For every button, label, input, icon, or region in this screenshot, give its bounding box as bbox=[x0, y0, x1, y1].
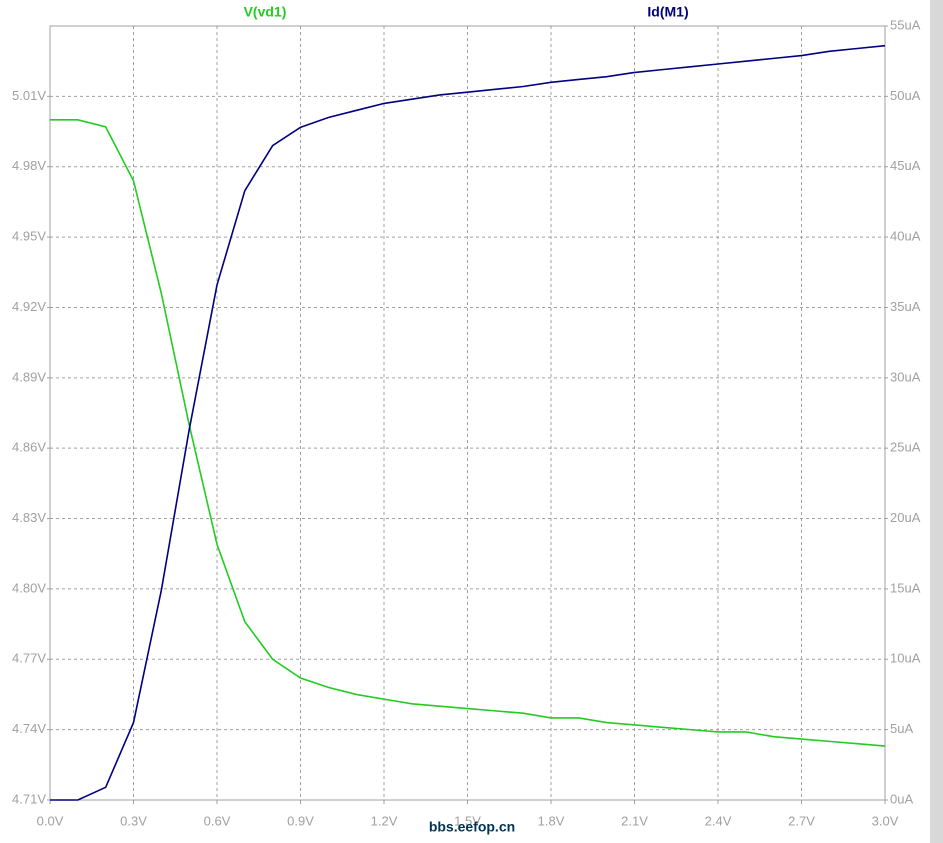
x-tick-label: 1.5V bbox=[454, 813, 481, 828]
x-tick-label: 2.1V bbox=[621, 813, 648, 828]
y2-tick-label: 35uA bbox=[890, 299, 921, 314]
x-tick-label: 0.6V bbox=[204, 813, 231, 828]
y2-tick-label: 5uA bbox=[890, 721, 913, 736]
y-tick-label: 4.86V bbox=[12, 440, 46, 455]
y-tick-label: 4.80V bbox=[12, 580, 46, 595]
y2-tick-label: 10uA bbox=[890, 651, 921, 666]
watermark: bbs.eefop.cn bbox=[429, 819, 515, 835]
y-tick-label: 4.98V bbox=[12, 158, 46, 173]
x-tick-label: 3.0V bbox=[872, 813, 899, 828]
y2-tick-label: 50uA bbox=[890, 88, 921, 103]
y2-tick-label: 15uA bbox=[890, 580, 921, 595]
x-tick-label: 2.7V bbox=[788, 813, 815, 828]
x-tick-label: 0.9V bbox=[287, 813, 314, 828]
x-tick-label: 2.4V bbox=[705, 813, 732, 828]
y2-tick-label: 40uA bbox=[890, 229, 921, 244]
x-tick-label: 0.3V bbox=[120, 813, 147, 828]
y-tick-label: 4.83V bbox=[12, 510, 46, 525]
y2-tick-label: 45uA bbox=[890, 158, 921, 173]
y-tick-label: 4.77V bbox=[12, 651, 46, 666]
y-tick-label: 4.74V bbox=[12, 721, 46, 736]
y-tick-label: 4.95V bbox=[12, 229, 46, 244]
y2-tick-label: 55uA bbox=[890, 17, 921, 32]
y2-tick-label: 25uA bbox=[890, 440, 921, 455]
y2-tick-label: 0uA bbox=[890, 791, 913, 806]
series-line bbox=[50, 119, 886, 747]
x-tick-label: 0.0V bbox=[37, 813, 64, 828]
legend-entry: Id(M1) bbox=[647, 4, 688, 20]
y-tick-label: 4.89V bbox=[12, 369, 46, 384]
series-line bbox=[50, 44, 886, 801]
y-tick-label: 4.92V bbox=[12, 299, 46, 314]
y-tick-label: 5.01V bbox=[12, 88, 46, 103]
legend-entry: V(vd1) bbox=[244, 4, 287, 20]
y-tick-label: 4.71V bbox=[12, 791, 46, 806]
x-tick-label: 1.2V bbox=[371, 813, 398, 828]
y2-tick-label: 30uA bbox=[890, 369, 921, 384]
y2-tick-label: 20uA bbox=[890, 510, 921, 525]
window-edge bbox=[930, 0, 943, 843]
x-tick-label: 1.8V bbox=[538, 813, 565, 828]
